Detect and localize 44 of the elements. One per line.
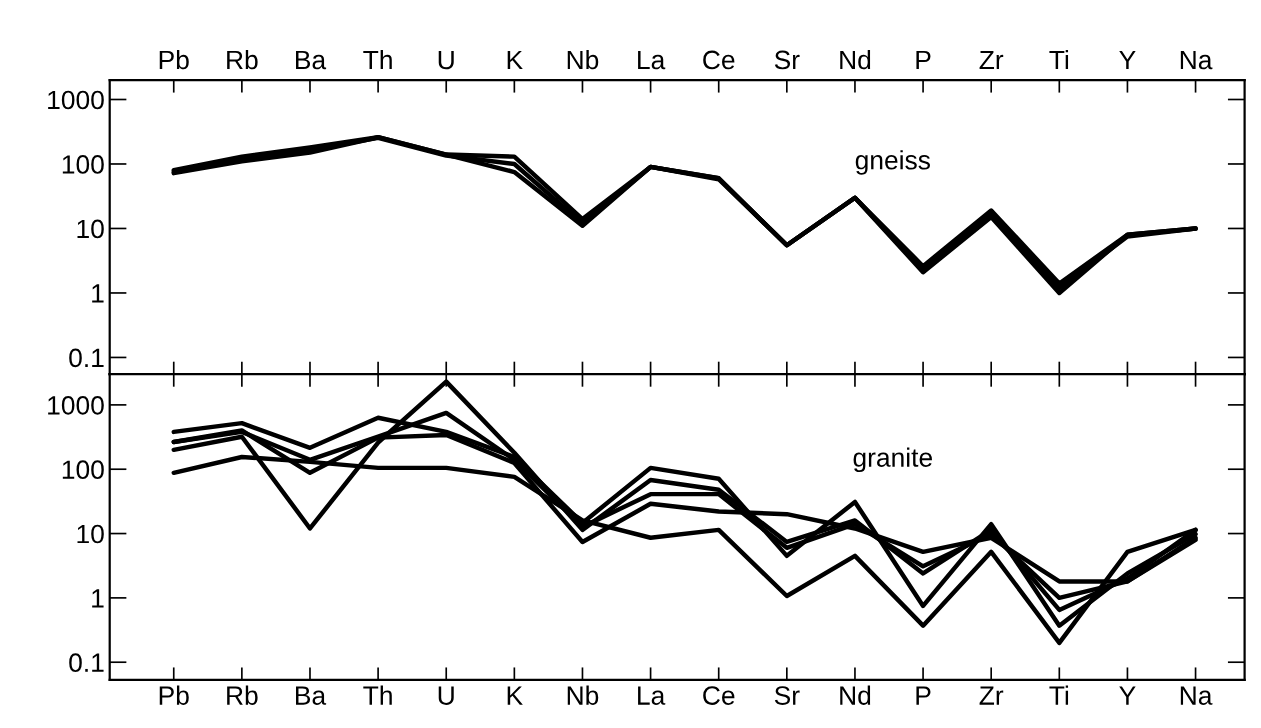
x-tick-label: La bbox=[638, 686, 666, 705]
annotation: gneiss bbox=[855, 150, 930, 175]
x-tick-label: Zr bbox=[979, 686, 1004, 705]
y-tick-label: 1 bbox=[92, 284, 104, 303]
x-tick-label: Rb bbox=[227, 685, 258, 705]
x-tick-label: Pb bbox=[159, 49, 189, 70]
x-tick-label: Nb bbox=[567, 49, 599, 70]
y-tick-label: 100 bbox=[62, 155, 104, 174]
x-tick-label: Ba bbox=[296, 686, 327, 705]
x-tick-label: Zr bbox=[979, 50, 1004, 70]
y-tick-label: 1 bbox=[92, 589, 104, 608]
x-tick-label: Nd bbox=[840, 685, 871, 705]
y-tick-label: 100 bbox=[62, 460, 104, 480]
x-tick-label: Ti bbox=[1049, 49, 1069, 70]
x-tick-label: Y bbox=[1119, 50, 1136, 70]
x-tick-label: Na bbox=[1180, 50, 1213, 70]
x-tick-label: K bbox=[507, 50, 523, 70]
x-tick-label: Ce bbox=[703, 50, 735, 70]
annotation: granite bbox=[853, 447, 932, 473]
x-tick-label: Y bbox=[1119, 686, 1136, 705]
x-tick-label: U bbox=[438, 686, 454, 705]
x-tick-label: K bbox=[507, 686, 523, 705]
y-tick-label: 1000 bbox=[48, 396, 104, 415]
x-tick-label: Th bbox=[363, 685, 392, 705]
x-tick-label: La bbox=[638, 50, 666, 70]
x-tick-label: Th bbox=[363, 49, 392, 70]
x-tick-label: Na bbox=[1180, 686, 1213, 705]
x-tick-label: Sr bbox=[774, 686, 800, 705]
x-tick-label: Pb bbox=[159, 685, 189, 705]
x-tick-label: U bbox=[438, 50, 454, 70]
x-tick-label: P bbox=[916, 686, 931, 705]
y-tick-label: 0.1 bbox=[69, 348, 104, 368]
x-tick-label: Ti bbox=[1049, 685, 1069, 705]
x-tick-label: Sr bbox=[774, 50, 800, 70]
x-tick-label: Nd bbox=[840, 49, 871, 70]
y-tick-label: 10 bbox=[77, 524, 104, 544]
y-tick-label: 0.1 bbox=[69, 653, 104, 673]
x-tick-label: Ba bbox=[296, 50, 327, 70]
y-tick-label: 10 bbox=[77, 219, 104, 239]
x-tick-label: Ce bbox=[703, 686, 735, 705]
y-tick-label: 1000 bbox=[48, 90, 104, 110]
x-tick-label: P bbox=[916, 50, 931, 70]
x-tick-label: Rb bbox=[227, 49, 258, 70]
x-tick-label: Nb bbox=[567, 685, 599, 705]
